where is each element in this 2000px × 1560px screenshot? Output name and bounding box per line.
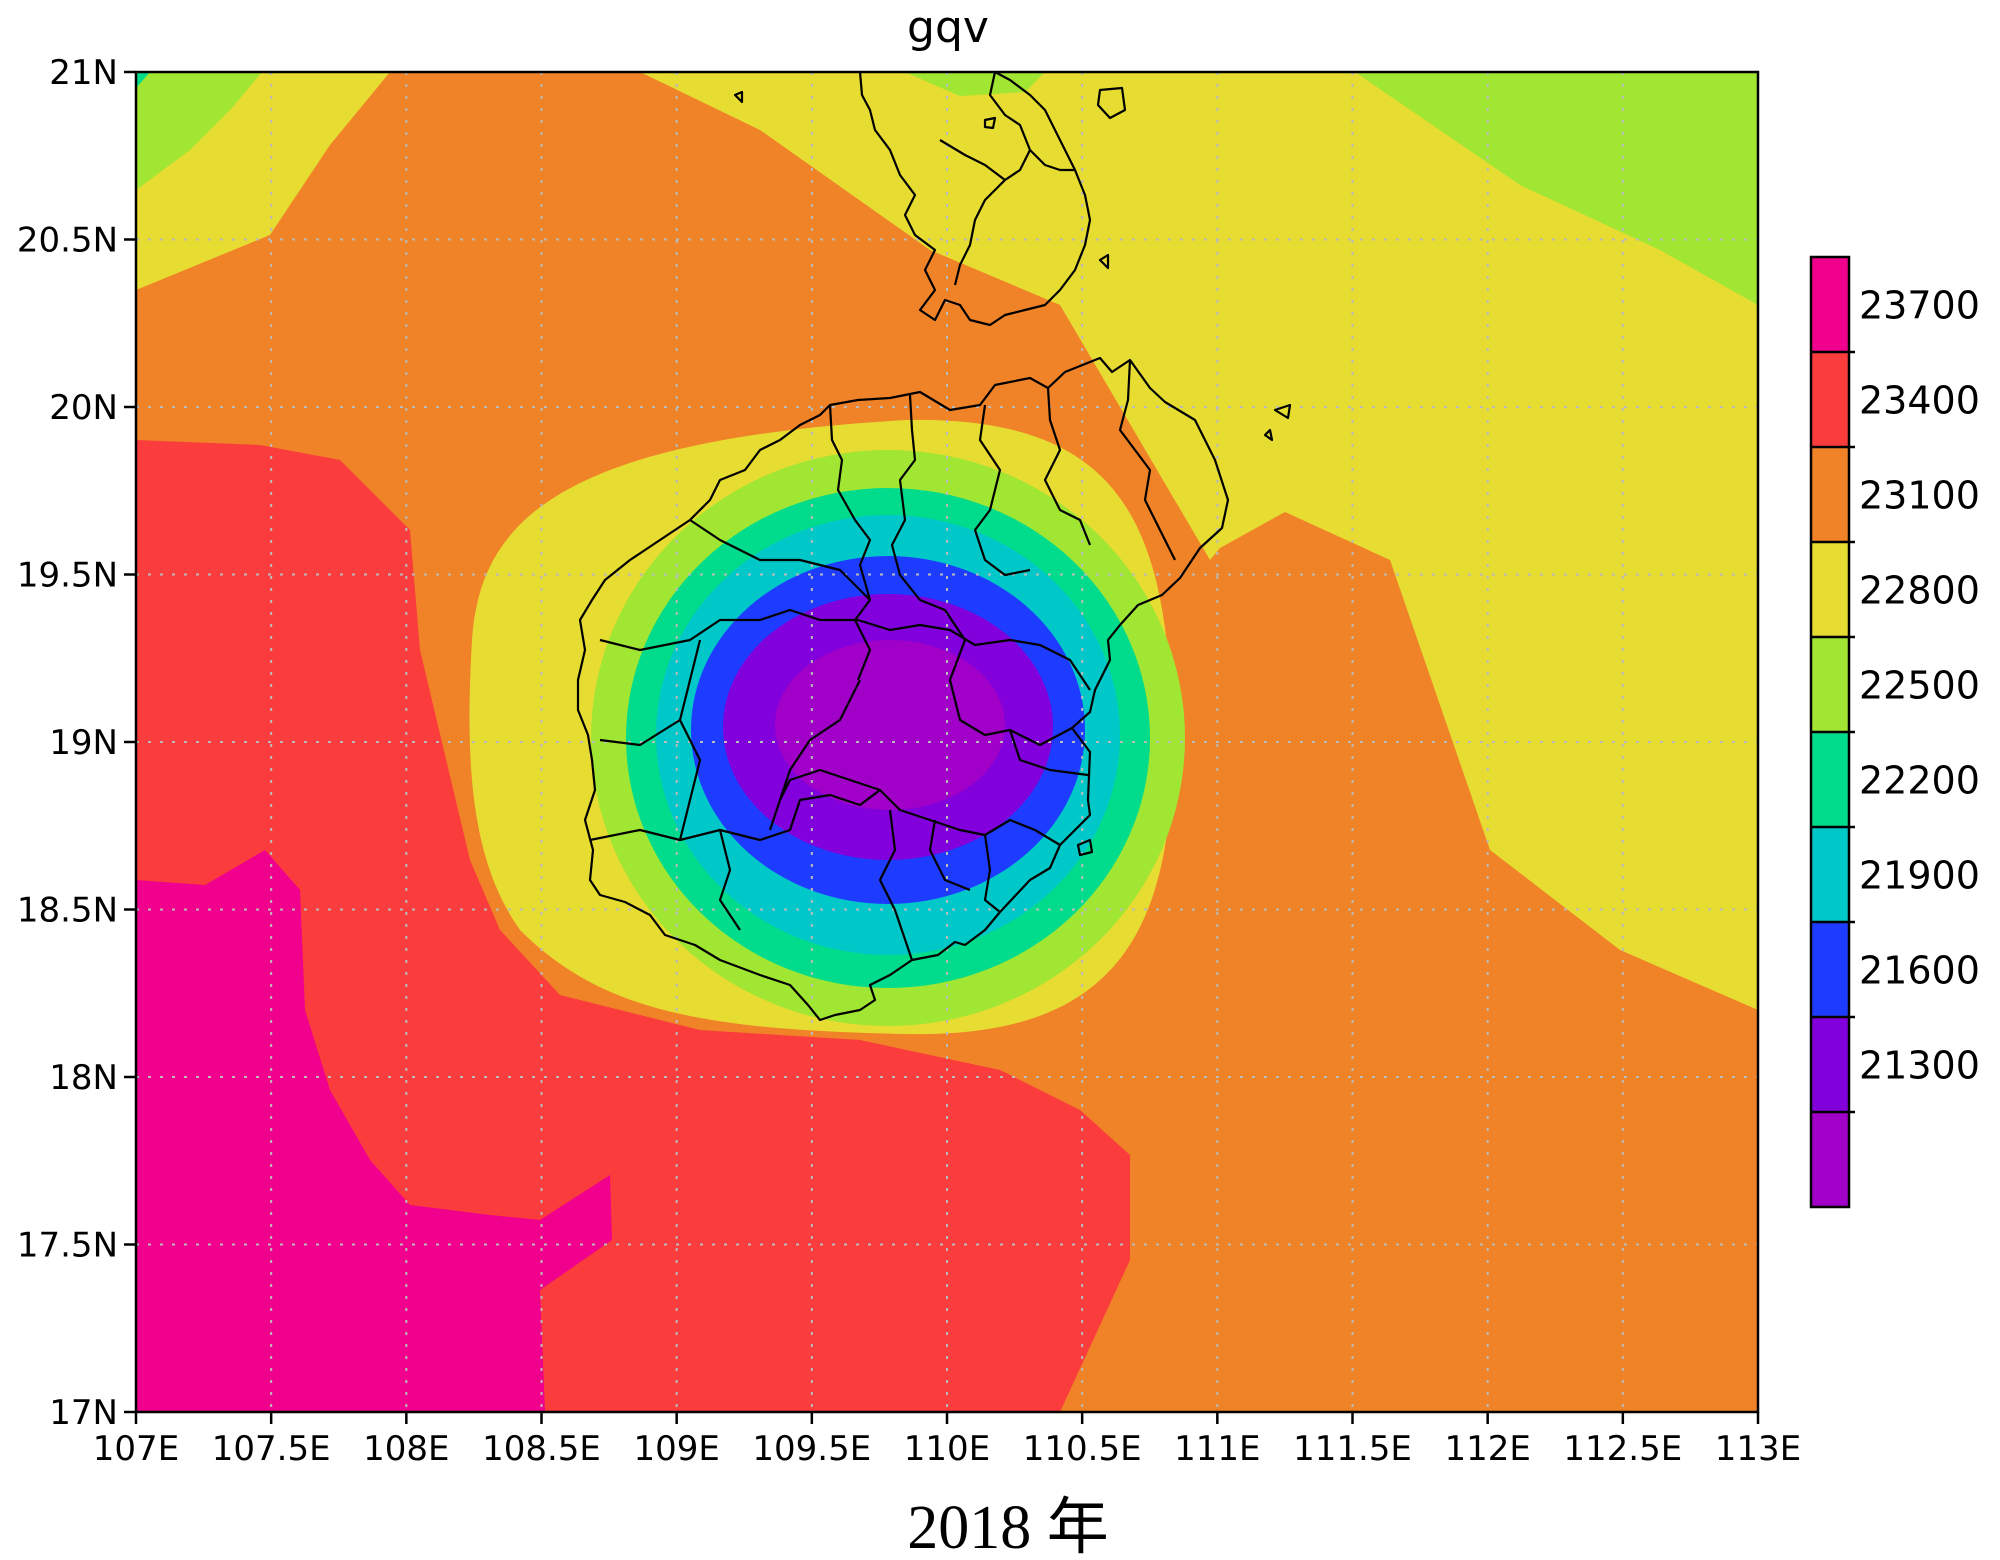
admin-boundary [678,639,702,841]
colorbar-swatch [1811,732,1849,828]
figure-caption: 2018 年 [907,1494,1109,1560]
map-title: gqv [907,2,989,53]
island [1098,253,1110,270]
admin-boundary [689,519,871,601]
island [1263,428,1274,442]
colorbar-label: 23700 [1859,284,1980,328]
colorbar-label: 23400 [1859,379,1980,423]
x-tick-label: 109E [633,1429,719,1469]
field-band-22800-23100 [390,72,1758,1010]
x-tick-label: 110.5E [1023,1429,1142,1469]
x-tick-label: 108.5E [482,1429,601,1469]
admin-boundary [878,809,914,961]
leizhou-inner-boundary [953,72,1032,286]
admin-boundary [948,639,1073,747]
y-tick-label: 20.5N [17,221,118,261]
colorbar-label: 21900 [1859,854,1980,898]
admin-boundary [828,404,872,681]
x-axis: 107E 107.5E 108E 108.5E 109E 109.5E 110E 110.5E… [93,1412,1801,1469]
x-tick-label: 112.5E [1563,1429,1682,1469]
y-tick-label: 18.5N [17,891,118,931]
colorbar: 23700 23400 23100 22800 22500 22200 21900 21600… [1809,255,1980,1209]
x-tick-label: 107.5E [212,1429,331,1469]
gridlines [136,72,1758,1412]
colorbar-swatch [1811,1017,1849,1113]
admin-boundary [857,618,1091,691]
admin-boundary [718,829,741,931]
admin-boundary [589,788,1061,846]
admin-boundary [890,394,966,641]
island [733,90,744,104]
y-tick-label: 20N [49,388,118,428]
colorbar-swatch [1811,447,1849,543]
colorbar-swatch [1811,637,1849,733]
admin-boundary [1043,387,1092,546]
x-tick-label: 108E [363,1429,449,1469]
leizhou-coastline [858,72,1092,327]
admin-boundary [973,404,1031,577]
admin-boundary [928,819,971,892]
y-tick-label: 18N [49,1058,118,1098]
y-axis: 17N 17.5N 18N 18.5N 19N 19.5N 20N 20.5N 21N [17,53,136,1433]
colorbar-label: 21600 [1859,949,1980,993]
colorbar-swatch [1811,257,1849,353]
colorbar-swatch [1811,1112,1849,1208]
plot-area [136,72,1758,1412]
y-tick-label: 21N [49,53,118,93]
leizhou-inner-boundary [1029,149,1075,172]
colorbar-label: 22800 [1859,569,1980,613]
contour-ring-21300 [775,640,1005,810]
x-tick-label: 110E [904,1429,990,1469]
field-band-22800-topleft [136,72,262,190]
admin-boundary [599,719,681,747]
admin-boundary [779,768,881,801]
x-tick-label: 111.5E [1293,1429,1412,1469]
low-center-contours [469,419,1185,1035]
y-tick-label: 17N [49,1393,118,1433]
x-tick-label: 113E [1715,1429,1801,1469]
admin-boundary [983,834,1001,913]
coastline-and-boundaries [576,72,1292,1022]
island [1096,86,1127,120]
hainan-coastline [576,356,1230,1022]
x-tick-label: 111E [1174,1429,1260,1469]
island [1273,403,1292,420]
field-band-22800-topmid [905,72,1045,96]
field-band-above-23700 [136,850,612,1412]
island [1076,838,1094,857]
admin-boundary [1008,729,1089,777]
colorbar-label: 22200 [1859,759,1980,803]
island [983,116,997,130]
colorbar-swatch [1811,827,1849,923]
x-tick-label: 112E [1444,1429,1530,1469]
colorbar-label: 23100 [1859,474,1980,518]
admin-boundary [768,679,861,831]
colorbar-label: 22500 [1859,664,1980,708]
y-tick-label: 19N [49,723,118,763]
colorbar-label: 21300 [1859,1044,1980,1088]
field-band-22500-22800-topright [1355,72,1758,305]
x-tick-label: 107E [93,1429,179,1469]
y-tick-label: 17.5N [17,1226,118,1266]
colorbar-swatch [1811,352,1849,448]
field-band-22200-corner [136,72,150,88]
leizhou-inner-boundary [939,139,1006,181]
field-band-23400-23700 [136,440,1130,1412]
admin-boundary [1118,359,1176,561]
colorbar-swatch [1811,922,1849,1018]
admin-boundary [599,608,858,652]
y-tick-label: 19.5N [17,556,118,596]
colorbar-swatch [1811,542,1849,638]
x-tick-label: 109.5E [752,1429,871,1469]
